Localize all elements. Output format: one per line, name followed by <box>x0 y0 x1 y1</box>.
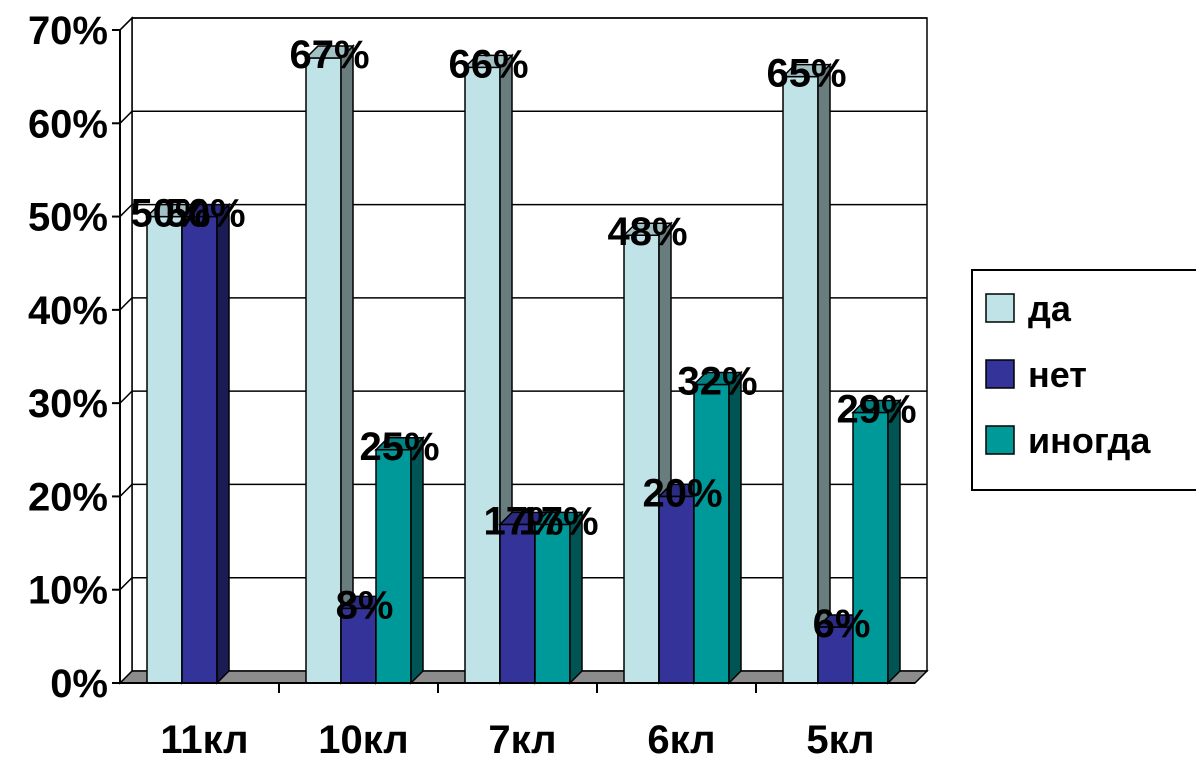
bar-да-5кл <box>781 62 832 685</box>
legend-swatch <box>985 293 1015 323</box>
bar-front <box>181 215 218 684</box>
bar-нет-11кл <box>180 202 231 685</box>
y-tick-label: 20% <box>28 475 108 519</box>
bar-front <box>146 215 183 684</box>
y-tick-label: 10% <box>28 569 108 613</box>
data-label: 29% <box>836 387 916 431</box>
category-label: 11кл <box>160 718 248 760</box>
bar-top <box>304 45 355 59</box>
bar-иногда-6кл <box>692 370 743 685</box>
bar-front <box>464 66 501 684</box>
bar-front <box>375 449 412 684</box>
bar-front <box>817 626 854 684</box>
y-tick-label: 0% <box>50 662 108 706</box>
data-label: 20% <box>642 471 722 515</box>
gridline <box>119 203 927 218</box>
data-label: 6% <box>813 602 871 646</box>
legend-swatch <box>985 359 1015 389</box>
bar-front <box>534 523 571 684</box>
data-label: 65% <box>766 52 846 96</box>
bar-front <box>782 75 819 684</box>
bar-да-10кл <box>304 44 355 685</box>
bar-top <box>851 399 902 414</box>
legend-label: да <box>1028 288 1072 329</box>
bar-иногда-10кл <box>374 435 425 685</box>
bar-front <box>658 495 695 684</box>
bar-иногда-5кл <box>851 398 902 685</box>
bar-top <box>692 371 743 386</box>
bar-top <box>533 511 584 526</box>
bar-side <box>728 370 742 685</box>
data-label: 48% <box>607 210 687 254</box>
bar-side <box>410 435 424 685</box>
legend: да нет иногда <box>971 269 1196 491</box>
bar-top <box>622 222 673 236</box>
y-tick-label: 50% <box>28 196 108 240</box>
data-label: 66% <box>448 42 528 86</box>
data-label: 17% <box>483 499 563 543</box>
data-label: 8% <box>336 583 394 627</box>
bar-front <box>623 234 660 684</box>
category-label: 6кл <box>647 718 715 760</box>
bar-да-6кл <box>622 221 673 685</box>
bar-top <box>463 54 514 69</box>
bar-front <box>499 523 536 684</box>
axes: 0% 10% 20% 30% 40% 50% 60% 70% 11кл 10кл 7кл 6кл 5кл <box>28 9 915 760</box>
gridline <box>119 110 927 124</box>
data-label: 17% <box>518 499 598 543</box>
category-label: 7кл <box>488 718 556 760</box>
bar-да-7кл <box>463 53 514 685</box>
data-labels: 50%50% 67% 8% 25% 66% 17%17% 48% 20% 32% 65% 6% 29% <box>130 33 916 646</box>
category-label: 10кл <box>318 718 408 760</box>
legend-label: нет <box>1028 354 1087 395</box>
bar-top <box>180 203 231 218</box>
y-tick-label: 40% <box>28 289 108 333</box>
bar-front <box>305 57 342 684</box>
bar-top <box>374 437 425 451</box>
y-tick-label: 70% <box>28 9 108 53</box>
data-label: 50% <box>165 192 245 236</box>
bars <box>145 44 902 685</box>
legend-swatch <box>985 425 1015 455</box>
bar-side <box>216 202 230 685</box>
gridline <box>119 17 927 31</box>
bar-иногда-7кл <box>533 510 584 685</box>
bar-side <box>887 398 901 685</box>
y-tick-label: 30% <box>28 382 108 426</box>
category-label: 5кл <box>806 718 874 760</box>
y-tick-label: 60% <box>28 102 108 146</box>
data-label: 25% <box>359 425 439 469</box>
data-label: 67% <box>289 33 369 77</box>
bar-side <box>817 62 831 685</box>
data-label: 50% <box>130 192 210 236</box>
data-label: 32% <box>677 359 757 403</box>
bar-front <box>693 383 730 684</box>
legend-label: иногда <box>1028 420 1151 461</box>
bar-top <box>781 63 832 78</box>
